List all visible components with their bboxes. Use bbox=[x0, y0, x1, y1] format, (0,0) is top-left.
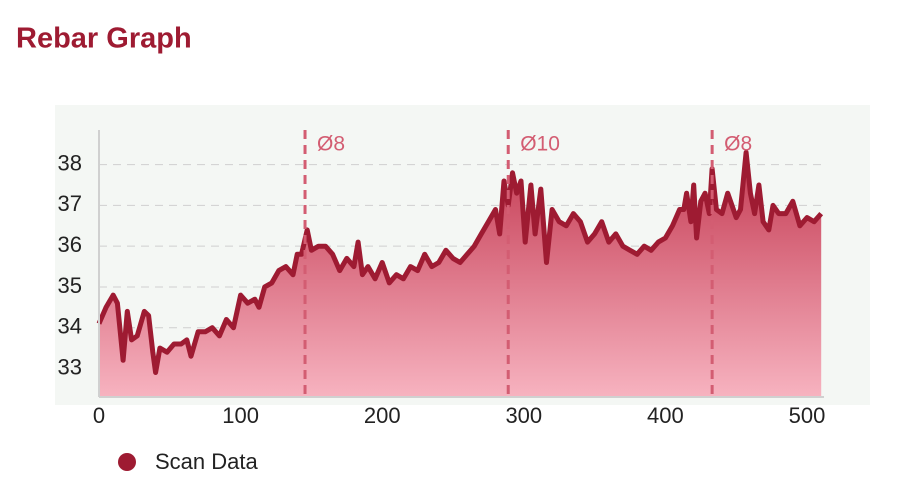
y-tick-label: 38 bbox=[58, 150, 82, 175]
x-tick-label: 400 bbox=[647, 403, 684, 428]
x-tick-label: 500 bbox=[789, 403, 826, 428]
annotation-label: Ø8 bbox=[317, 133, 345, 156]
x-tick-label: 100 bbox=[222, 403, 259, 428]
y-tick-label: 34 bbox=[58, 314, 82, 339]
legend-label: Scan Data bbox=[155, 449, 258, 474]
x-tick-label: 0 bbox=[93, 403, 105, 428]
y-tick-label: 37 bbox=[58, 191, 82, 216]
legend-marker bbox=[118, 453, 136, 471]
annotation-label: Ø10 bbox=[520, 133, 560, 156]
y-tick-label: 33 bbox=[58, 354, 82, 379]
y-tick-label: 35 bbox=[58, 273, 82, 298]
annotation-label: Ø8 bbox=[724, 133, 752, 156]
area bbox=[99, 152, 822, 397]
chart-title: Rebar Graph bbox=[16, 23, 192, 55]
x-tick-label: 200 bbox=[364, 403, 401, 428]
y-tick-label: 36 bbox=[58, 232, 82, 257]
x-tick-label: 300 bbox=[505, 403, 542, 428]
